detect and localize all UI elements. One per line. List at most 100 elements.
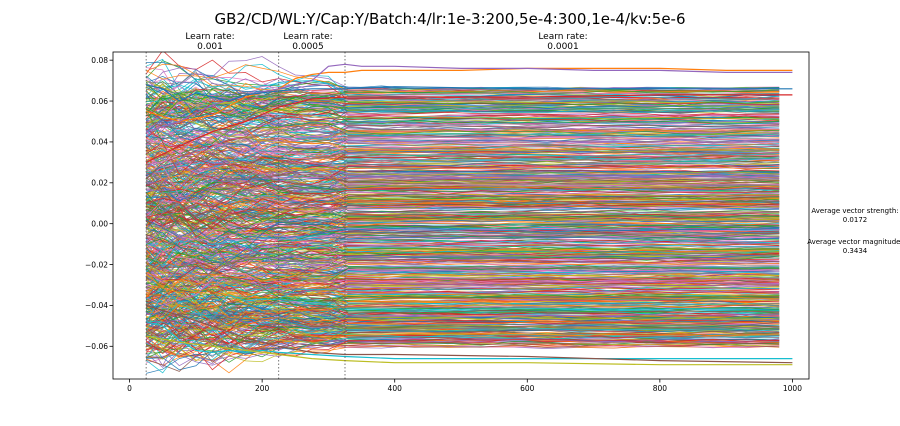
- series-line: [145, 326, 780, 363]
- chart-title: GB2/CD/WL:Y/Cap:Y/Batch:4/lr:1e-3:200,5e…: [214, 10, 685, 28]
- x-tick-label: 800: [653, 384, 668, 393]
- learn-rate-value: 0.0005: [292, 42, 324, 52]
- series-line: [145, 184, 780, 227]
- series-line: [146, 224, 780, 246]
- series-line: [145, 108, 780, 155]
- side-stat-label: Average vector magnitude:: [807, 238, 900, 246]
- x-tick-label: 200: [255, 384, 270, 393]
- series-line: [145, 67, 780, 92]
- series-line: [145, 102, 780, 132]
- series-line: [146, 273, 780, 305]
- series-line: [145, 92, 780, 131]
- series-line: [145, 293, 780, 321]
- series-line: [145, 219, 780, 263]
- series-line: [145, 263, 780, 303]
- learn-rate-label: Learn rate:: [538, 32, 587, 42]
- series-line: [145, 147, 780, 177]
- x-tick-label: 1000: [783, 384, 802, 393]
- learn-rate-value: 0.0001: [547, 42, 579, 52]
- series-line: [146, 158, 780, 192]
- series-line: [145, 204, 780, 223]
- series-line: [145, 125, 780, 152]
- series-line: [145, 191, 780, 229]
- series-line: [145, 163, 780, 193]
- series-line: [145, 141, 780, 175]
- side-stat-value: 0.3434: [843, 247, 868, 255]
- series-line: [145, 250, 780, 271]
- series-line: [146, 276, 780, 332]
- series-line: [145, 156, 780, 202]
- series-line: [145, 336, 780, 372]
- series-line: [145, 169, 780, 196]
- series-line: [146, 317, 780, 350]
- series-line: [145, 95, 780, 122]
- series-line: [146, 145, 780, 174]
- series-line: [145, 302, 780, 339]
- series-line: [145, 239, 780, 268]
- series-line: [145, 309, 780, 327]
- series-line: [145, 252, 780, 300]
- series-line: [145, 325, 780, 349]
- series-line: [145, 87, 780, 116]
- series-line: [145, 88, 780, 119]
- series-line: [145, 204, 780, 236]
- series-line: [145, 152, 780, 171]
- series-line: [145, 82, 780, 111]
- learn-rate-label: Learn rate:: [283, 32, 332, 42]
- side-statistics: Average vector strength:0.0172 Average ve…: [807, 207, 900, 255]
- plot-frame: [112, 51, 810, 380]
- series-line: [146, 277, 780, 315]
- series-line: [145, 262, 780, 291]
- series-line: [146, 216, 780, 243]
- series-line: [145, 115, 780, 133]
- outlier-series-line: [145, 94, 793, 163]
- series-line: [146, 338, 780, 374]
- y-tick-label: 0.02: [91, 179, 108, 188]
- series-line: [145, 227, 780, 246]
- series-line: [145, 164, 780, 198]
- y-tick-label: 0.00: [91, 219, 108, 228]
- series-group: [145, 52, 793, 374]
- outlier-series-line: [145, 67, 793, 123]
- series-line: [145, 85, 780, 107]
- series-line: [146, 122, 780, 155]
- series-line: [145, 177, 780, 212]
- y-tick-label: −0.06: [85, 342, 108, 351]
- y-tick-label: 0.06: [91, 97, 108, 106]
- series-line: [145, 89, 780, 121]
- series-line: [145, 274, 780, 308]
- series-line: [145, 150, 780, 185]
- series-line: [145, 274, 780, 322]
- series-line: [146, 191, 780, 229]
- series-line: [145, 322, 780, 357]
- learn-rate-value: 0.001: [197, 42, 223, 52]
- series-line: [145, 237, 780, 250]
- series-line: [145, 319, 780, 339]
- series-line: [146, 171, 780, 198]
- series-line: [145, 273, 780, 312]
- series-line: [145, 236, 780, 276]
- series-line: [146, 134, 780, 174]
- series-line: [145, 137, 780, 167]
- series-line: [145, 251, 780, 313]
- series-line: [146, 184, 780, 206]
- series-line: [146, 322, 780, 357]
- series-line: [146, 113, 780, 156]
- series-line: [145, 170, 780, 201]
- series-line: [146, 308, 780, 351]
- series-line: [145, 180, 780, 230]
- series-line: [145, 170, 780, 195]
- series-line: [146, 206, 780, 238]
- series-line: [145, 226, 780, 246]
- x-tick-label: 0: [127, 384, 132, 393]
- series-line: [146, 151, 780, 190]
- series-line: [145, 302, 780, 330]
- y-tick-label: −0.02: [85, 260, 108, 269]
- outlier-series-line: [145, 335, 793, 366]
- x-axis: 0 200 400 600 800 1000: [127, 379, 802, 393]
- outlier-series-line: [145, 63, 793, 133]
- series-line: [146, 281, 780, 298]
- series-line: [145, 233, 780, 268]
- series-line: [145, 250, 780, 280]
